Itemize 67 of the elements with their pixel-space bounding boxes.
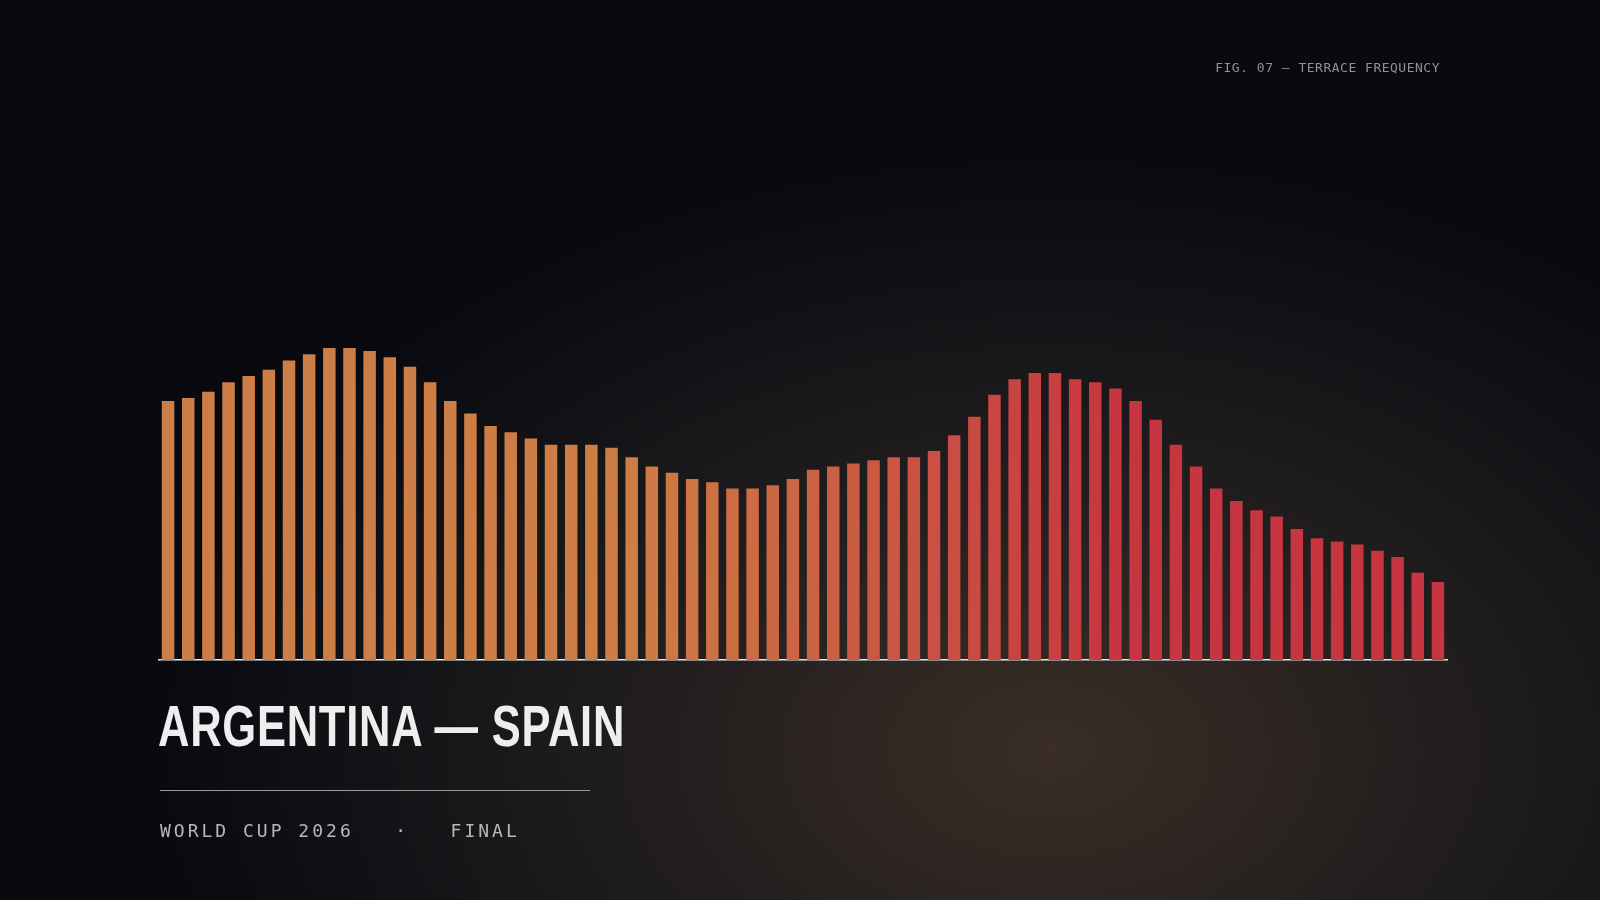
bar [826,466,840,660]
bar [444,401,457,660]
bar [423,382,437,660]
bar [907,457,921,660]
bar [665,472,679,660]
bar [1048,372,1062,660]
bar [706,482,719,660]
bar [968,416,981,660]
bar [262,369,276,660]
text: WORLD CUP 2026 · FINAL [160,820,520,841]
bar [1391,557,1404,660]
bar [161,401,175,660]
bar [222,382,235,660]
bar [806,469,820,660]
bar [564,444,578,660]
bar [1270,516,1283,660]
bar [1431,582,1445,660]
caption: FIG. 07 — TERRACE FREQUENCY [1215,60,1440,75]
bar [383,357,397,660]
bar [323,348,336,660]
bar [766,485,780,660]
bar [403,366,417,660]
bar [947,435,961,660]
bar [1250,510,1263,660]
bar [786,479,800,660]
bar [202,391,215,660]
bar [1371,550,1384,660]
bar [524,438,538,660]
bar [464,413,477,660]
bar [847,463,860,660]
bar [867,460,880,660]
bar [282,360,296,660]
bar [302,354,316,660]
bar [746,488,759,660]
bar [1351,544,1364,660]
bar [726,488,739,660]
bar [1109,388,1122,660]
bar [363,351,376,660]
bar [1189,466,1203,660]
bar [181,397,195,660]
bar [1089,382,1102,660]
bar [343,348,356,660]
bar [1411,572,1425,660]
bar [242,376,255,660]
bar [1149,419,1162,660]
bar [645,466,659,660]
bar [625,457,638,660]
text: ARGENTINA — SPAIN [158,692,626,759]
bar [1028,372,1042,660]
bar [605,447,618,660]
bar [484,426,497,660]
bar [1169,444,1183,660]
bar [1129,401,1142,660]
bar [927,450,941,660]
bar [504,432,517,660]
bar [685,479,699,660]
bar [1008,379,1021,660]
bar [544,444,558,660]
bar [1230,500,1243,660]
bar [887,457,900,660]
bar [1068,379,1082,660]
bar [1290,528,1304,660]
bar [1330,541,1344,660]
bar [988,394,1001,660]
bar [585,444,598,660]
bar [1310,538,1324,660]
bar [1209,488,1223,660]
